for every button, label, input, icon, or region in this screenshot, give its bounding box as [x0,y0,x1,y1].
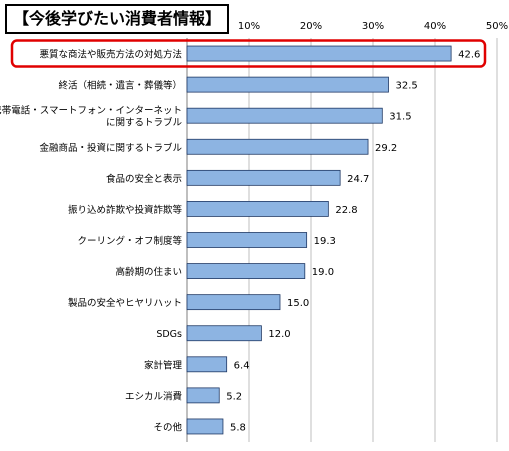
chart-title: 【今後学びたい消費者情報】 [5,4,230,34]
category-label: 金融商品・投資に関するトラブル [39,142,182,154]
x-tick-label: 50% [486,21,508,32]
bar [186,387,220,404]
category-label: 振り込め詐欺や投資詐欺等 [68,204,183,216]
category-label: 悪質な商法や販売方法の対処方法 [39,49,182,61]
data-label: 32.5 [396,81,418,92]
data-label: 19.0 [312,267,334,278]
data-label: 22.8 [335,205,357,216]
x-tick-label: 40% [424,21,446,32]
data-label: 15.0 [287,298,309,309]
data-label: 29.2 [375,143,397,154]
data-label: 42.6 [458,50,480,61]
x-tick-label: 20% [300,21,322,32]
bar [186,76,389,93]
data-label: 5.8 [230,422,246,433]
data-label: 19.3 [314,236,336,247]
category-label: に関するトラブル [106,117,183,129]
category-label: 製品の安全やヒヤリハット [68,297,182,309]
category-label: クーリング・オフ制度等 [77,235,182,247]
bar [186,138,369,155]
data-label: 12.0 [268,329,290,340]
bar [186,107,383,124]
category-label: 食品の安全と表示 [106,173,182,185]
x-tick-label: 10% [238,21,260,32]
data-label: 31.5 [389,112,411,123]
bar [186,356,228,373]
bar [186,232,308,248]
x-tick-label: 30% [362,21,384,32]
category-label: 携帯電話・スマートフォン・インターネット [0,105,182,117]
category-label: 終活（相続・遺言・葬儀等） [58,80,182,92]
category-label: 家計管理 [144,359,183,371]
data-label: 24.7 [347,174,369,185]
bar [186,45,452,62]
bar [186,263,306,279]
data-label: 6.4 [234,360,250,371]
bar [186,325,262,342]
data-label: 5.2 [226,391,242,402]
bar [186,169,341,186]
category-label: SDGs [156,329,182,340]
category-label: エシカル消費 [125,390,182,402]
highlight-box [10,39,487,68]
bar [186,201,329,217]
category-label: その他 [153,421,182,433]
bar [186,418,224,435]
category-label: 高齢期の住まい [115,266,182,278]
bar [186,294,281,311]
